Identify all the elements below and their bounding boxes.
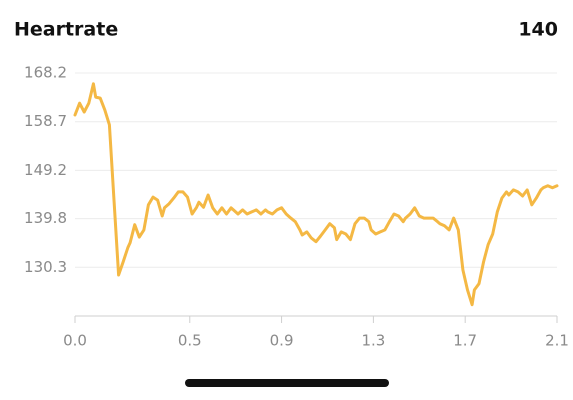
x-tick-label: 1.7: [453, 332, 477, 350]
y-tick-label: 139.8: [24, 209, 67, 227]
x-tick-label: 0.5: [178, 332, 202, 350]
x-tick-label: 0.9: [270, 332, 294, 350]
current-value: 140: [518, 19, 558, 41]
home-indicator: [185, 379, 389, 387]
y-tick-label: 149.2: [24, 161, 67, 179]
x-tick-label: 1.3: [361, 332, 385, 350]
x-tick-label: 0.0: [63, 332, 87, 350]
chart-title: Heartrate: [14, 19, 118, 41]
x-tick-label: 2.1: [545, 332, 569, 350]
y-tick-label: 130.3: [24, 258, 67, 276]
data-line: [73, 82, 559, 307]
y-tick-label: 158.7: [24, 112, 67, 130]
y-tick-label: 168.2: [24, 64, 67, 82]
